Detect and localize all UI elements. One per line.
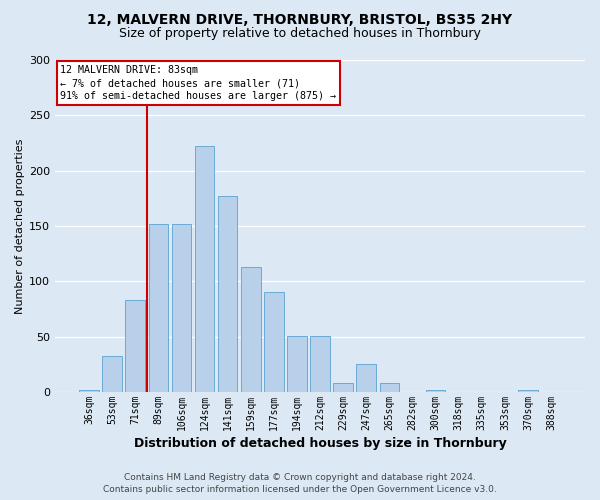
- Bar: [79, 390, 99, 392]
- Bar: [149, 224, 168, 392]
- Bar: [287, 336, 307, 392]
- Bar: [125, 300, 145, 392]
- Text: 12, MALVERN DRIVE, THORNBURY, BRISTOL, BS35 2HY: 12, MALVERN DRIVE, THORNBURY, BRISTOL, B…: [88, 12, 512, 26]
- Bar: [264, 292, 284, 392]
- Bar: [103, 356, 122, 392]
- Bar: [380, 383, 399, 392]
- Bar: [356, 364, 376, 392]
- Bar: [334, 383, 353, 392]
- Text: 12 MALVERN DRIVE: 83sqm
← 7% of detached houses are smaller (71)
91% of semi-det: 12 MALVERN DRIVE: 83sqm ← 7% of detached…: [61, 65, 337, 102]
- Text: Size of property relative to detached houses in Thornbury: Size of property relative to detached ho…: [119, 28, 481, 40]
- Bar: [241, 267, 260, 392]
- Bar: [310, 336, 330, 392]
- Bar: [218, 196, 238, 392]
- Bar: [195, 146, 214, 392]
- Bar: [426, 390, 445, 392]
- Bar: [172, 224, 191, 392]
- X-axis label: Distribution of detached houses by size in Thornbury: Distribution of detached houses by size …: [134, 437, 506, 450]
- Text: Contains HM Land Registry data © Crown copyright and database right 2024.
Contai: Contains HM Land Registry data © Crown c…: [103, 473, 497, 494]
- Y-axis label: Number of detached properties: Number of detached properties: [15, 138, 25, 314]
- Bar: [518, 390, 538, 392]
